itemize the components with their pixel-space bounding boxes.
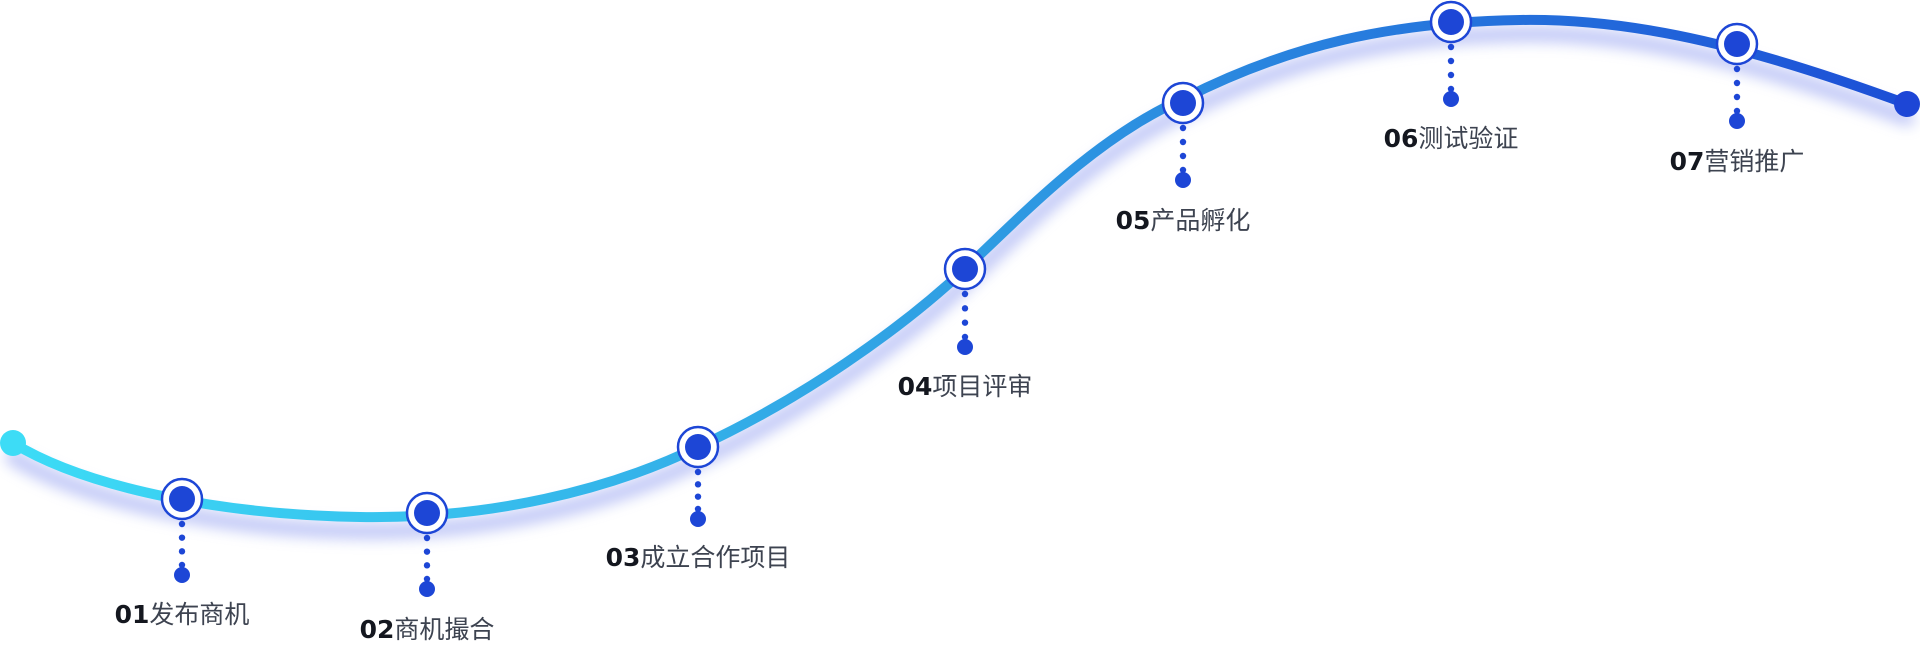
connector-dot	[961, 333, 969, 341]
connector-end-dot	[1175, 172, 1191, 188]
step-name: 商机撮合	[394, 615, 495, 644]
step-label-1: 01发布商机	[115, 600, 250, 630]
step-name: 项目评审	[932, 372, 1033, 401]
step-marker-1	[160, 477, 204, 583]
connector-dot	[178, 534, 186, 541]
connector-dot	[961, 290, 969, 298]
connector-dot	[423, 548, 431, 555]
connector-dot	[694, 493, 702, 500]
connector-dot	[961, 319, 969, 326]
connector-dot	[1179, 124, 1187, 132]
step-number: 05	[1115, 206, 1151, 235]
connector-dot	[961, 305, 969, 312]
connector-dot	[1179, 138, 1187, 146]
step-label-6: 06测试验证	[1384, 124, 1519, 154]
connector-end-dot	[1729, 113, 1745, 129]
step-label-2: 02商机撮合	[360, 615, 495, 645]
step-name: 产品孵化	[1150, 206, 1251, 235]
node-dot	[952, 256, 978, 282]
connector-end-dot	[957, 339, 973, 355]
connector-dot	[1733, 65, 1741, 73]
connector-dot	[423, 534, 431, 542]
step-number: 07	[1669, 147, 1705, 176]
connector-dot	[178, 561, 186, 569]
connector-dot	[694, 481, 702, 488]
connector-end-dot	[1443, 91, 1459, 107]
step-marker-7	[1715, 22, 1759, 129]
connector-dot	[1447, 43, 1455, 51]
node-dot	[685, 434, 711, 460]
connector-dot	[178, 548, 186, 555]
node-dot	[414, 500, 440, 526]
connector-end-dot	[174, 567, 190, 583]
connector-dot	[178, 520, 186, 528]
step-name: 营销推广	[1704, 147, 1805, 176]
connector-dot	[1733, 107, 1741, 115]
step-name: 测试验证	[1418, 124, 1519, 153]
connector-end-dot	[419, 581, 435, 597]
connector-dot	[1447, 57, 1455, 65]
node-dot	[1170, 90, 1196, 116]
connector-end-dot	[690, 511, 706, 527]
step-label-5: 05产品孵化	[1116, 206, 1251, 236]
step-name: 发布商机	[149, 600, 250, 629]
step-name: 成立合作项目	[640, 543, 791, 572]
step-marker-2	[405, 491, 449, 597]
step-number: 02	[359, 615, 395, 644]
step-marker-3	[676, 425, 720, 527]
step-number: 06	[1383, 124, 1419, 153]
connector-dot	[423, 562, 431, 569]
connector-dot	[1733, 93, 1741, 101]
step-label-7: 07营销推广	[1670, 147, 1805, 177]
connector-dot	[1179, 152, 1187, 160]
step-label-3: 03成立合作项目	[606, 543, 791, 573]
connector-dot	[1733, 79, 1741, 87]
connector-dot	[423, 575, 431, 583]
connector-dot	[1447, 85, 1455, 93]
step-number: 03	[605, 543, 641, 572]
step-marker-6	[1429, 0, 1473, 107]
connector-dot	[1179, 166, 1187, 174]
node-dot	[1724, 31, 1750, 57]
timeline-start-dot	[0, 430, 26, 456]
connector-dot	[694, 505, 702, 513]
connector-dot	[694, 468, 702, 476]
connector-dot	[1447, 71, 1455, 79]
step-markers	[160, 0, 1759, 597]
node-dot	[169, 486, 195, 512]
step-number: 01	[114, 600, 150, 629]
step-number: 04	[897, 372, 933, 401]
step-marker-5	[1161, 81, 1205, 188]
step-label-4: 04项目评审	[898, 372, 1033, 402]
node-dot	[1438, 9, 1464, 35]
timeline-end-dot	[1894, 91, 1920, 117]
step-marker-4	[943, 247, 987, 355]
